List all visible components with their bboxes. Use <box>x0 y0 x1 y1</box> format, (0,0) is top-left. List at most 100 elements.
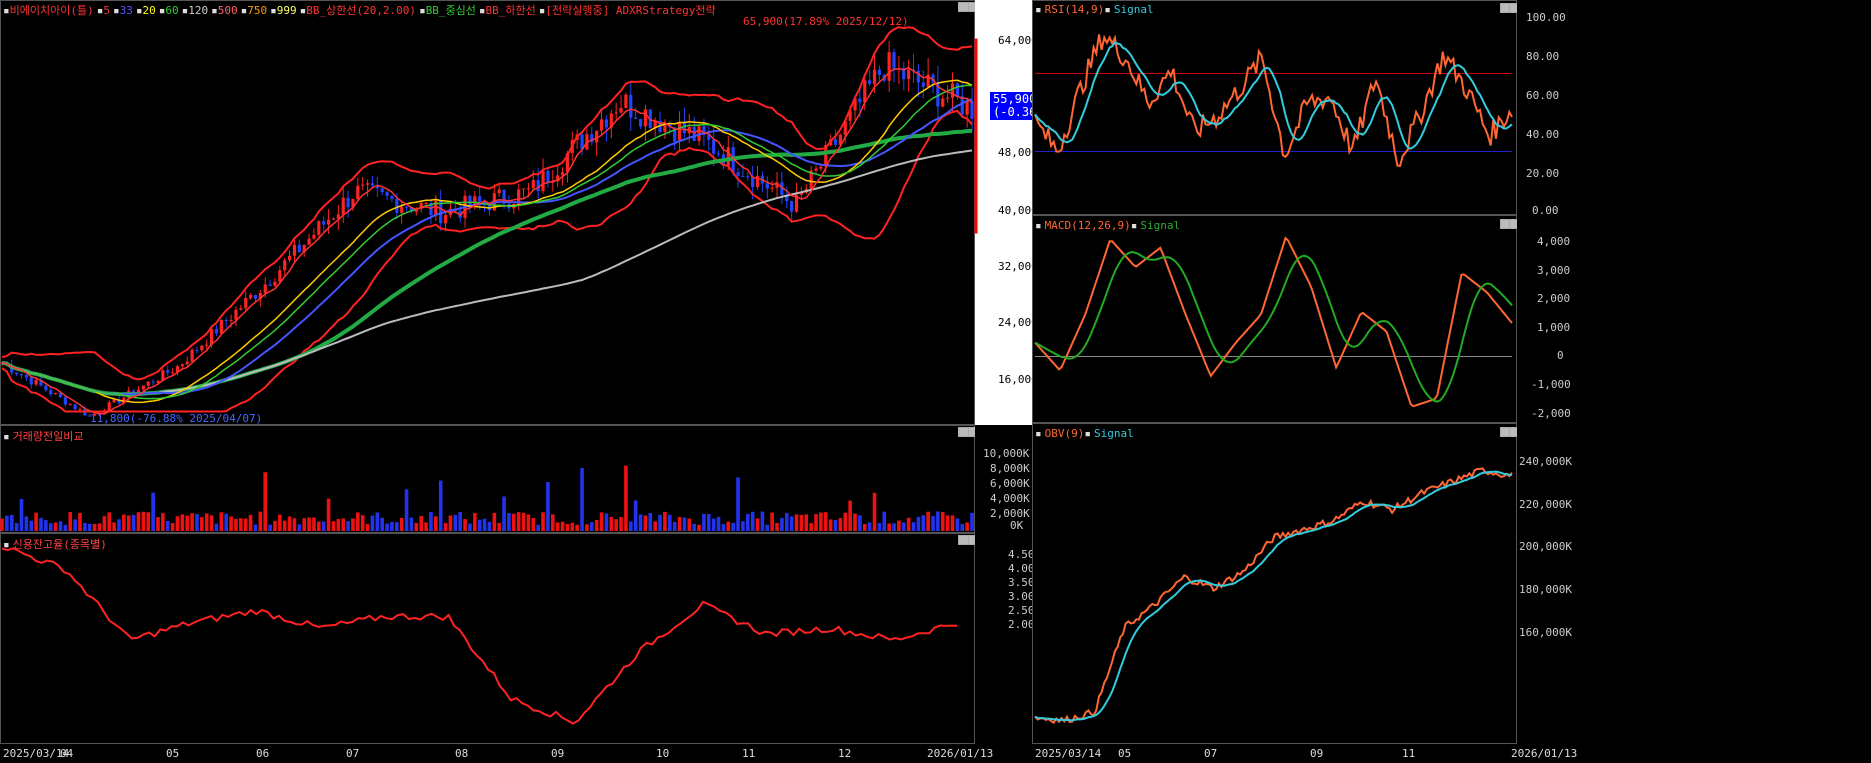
volume-bar <box>789 516 794 531</box>
volume-bar <box>434 516 438 531</box>
price-legend: ▪비에이치아이(틀) ▪5 ▪33 ▪20 ▪60 ▪120 ▪500 ▪750 ▪999 ▪BB… <box>3 2 719 18</box>
candle-body <box>400 206 404 213</box>
candle-body <box>44 385 48 391</box>
volume-bar <box>828 519 833 531</box>
volume-bar <box>92 523 97 531</box>
rsi-signal-label: Signal <box>1113 3 1154 16</box>
candle-body <box>526 188 531 190</box>
volume-bar <box>175 516 180 531</box>
candle-body <box>234 309 238 320</box>
legend-entry[interactable]: 33 <box>119 4 133 17</box>
candle-body <box>375 185 379 189</box>
volume-bar <box>702 513 706 531</box>
volume-bar <box>385 523 389 531</box>
credit-panel[interactable] <box>0 533 975 744</box>
volume-bar <box>29 520 34 531</box>
candle-body <box>151 381 155 383</box>
legend-entry[interactable]: 5 <box>103 4 110 17</box>
candle-body <box>78 408 82 410</box>
legend-entry[interactable]: BB_중심선 <box>425 4 476 17</box>
volume-bar <box>117 519 121 531</box>
candle-body <box>219 319 223 334</box>
macd-signal-line <box>1034 251 1513 403</box>
volume-bar <box>9 514 14 531</box>
legend-marker: ▪ <box>3 4 10 17</box>
rsi-panel[interactable] <box>1032 0 1517 215</box>
candle-body <box>916 70 920 83</box>
candle-body <box>341 197 345 215</box>
volume-bar <box>492 512 497 531</box>
left-date-axis: 2025/03/14 04 05 06 07 08 09 10 11 12 2026/01/13 <box>0 744 1032 763</box>
candle-body <box>331 218 336 220</box>
candle-body <box>629 94 633 118</box>
candle-body <box>955 83 959 97</box>
volume-bar <box>122 514 126 531</box>
volume-bar <box>575 524 579 531</box>
legend-entry[interactable]: 비에이치아이(틀) <box>9 4 94 17</box>
volume-bar <box>580 467 584 531</box>
volume-bar <box>453 514 458 531</box>
low-annotation: 11,800(-76.88% 2025/04/07) <box>90 412 263 425</box>
volume-bar <box>633 500 638 531</box>
candle-body <box>892 52 896 69</box>
candle-body <box>390 195 394 200</box>
volume-bar <box>741 521 745 531</box>
volume-bar <box>380 517 385 531</box>
legend-entry[interactable]: BB_상한선(20,2.00) <box>306 4 417 17</box>
candle-body <box>673 127 677 142</box>
candle-body <box>809 170 813 189</box>
candle-body <box>565 153 570 173</box>
candle-body <box>258 292 262 299</box>
volume-bar <box>448 515 453 531</box>
candle-body <box>580 134 584 150</box>
candle-body <box>536 180 540 192</box>
candle-body <box>819 166 823 169</box>
volume-bar <box>112 522 116 531</box>
legend-marker: ▪ <box>478 4 486 17</box>
candle-body <box>385 192 389 196</box>
legend-entry[interactable]: 20 <box>142 4 156 17</box>
candle-body <box>775 182 779 188</box>
candle-body <box>107 402 111 412</box>
credit-title: 신용잔고율(종목별) <box>12 538 107 551</box>
candle-body <box>122 397 126 403</box>
candle-body <box>287 255 292 261</box>
volume-bar <box>200 517 204 531</box>
volume-bar <box>682 517 687 531</box>
candle-body <box>677 121 682 142</box>
legend-entry[interactable]: 120 <box>188 4 209 17</box>
volume-bar <box>473 513 477 531</box>
legend-marker: ▪ <box>419 4 426 17</box>
credit-y-axis <box>975 533 1032 744</box>
candle-body <box>638 119 643 127</box>
volume-bar <box>243 518 248 531</box>
legend-entry[interactable]: 500 <box>217 4 238 17</box>
volume-bar <box>570 522 575 531</box>
volume-bar <box>546 481 550 531</box>
candle-body <box>521 188 526 190</box>
volume-bar <box>34 512 38 531</box>
candle-body <box>200 345 204 351</box>
legend-entry[interactable]: [전략실행중] ADXRStrategy전략 <box>545 4 716 17</box>
volume-bar <box>901 522 906 531</box>
rsi-tick: 60.00 <box>1526 89 1560 102</box>
price-panel[interactable] <box>0 0 975 425</box>
legend-entry[interactable]: 60 <box>165 4 179 17</box>
volume-bar <box>399 517 404 531</box>
volume-bar <box>185 515 190 531</box>
legend-entry[interactable]: BB_하한선 <box>485 4 536 17</box>
volume-bar <box>862 524 867 531</box>
obv-tick: 220,000K <box>1519 498 1572 511</box>
volume-bar <box>512 513 516 531</box>
volume-bar <box>307 517 311 531</box>
candle-body <box>497 189 501 194</box>
candle-body <box>161 370 165 381</box>
legend-entry[interactable]: 750 <box>247 4 268 17</box>
candle-body <box>872 69 877 84</box>
volume-bar <box>706 514 711 531</box>
legend-entry[interactable]: 999 <box>276 4 297 17</box>
candle-body <box>911 69 916 71</box>
macd-tick: 0 <box>1557 349 1564 362</box>
macd-panel[interactable] <box>1032 215 1517 423</box>
candle-body <box>736 172 740 177</box>
